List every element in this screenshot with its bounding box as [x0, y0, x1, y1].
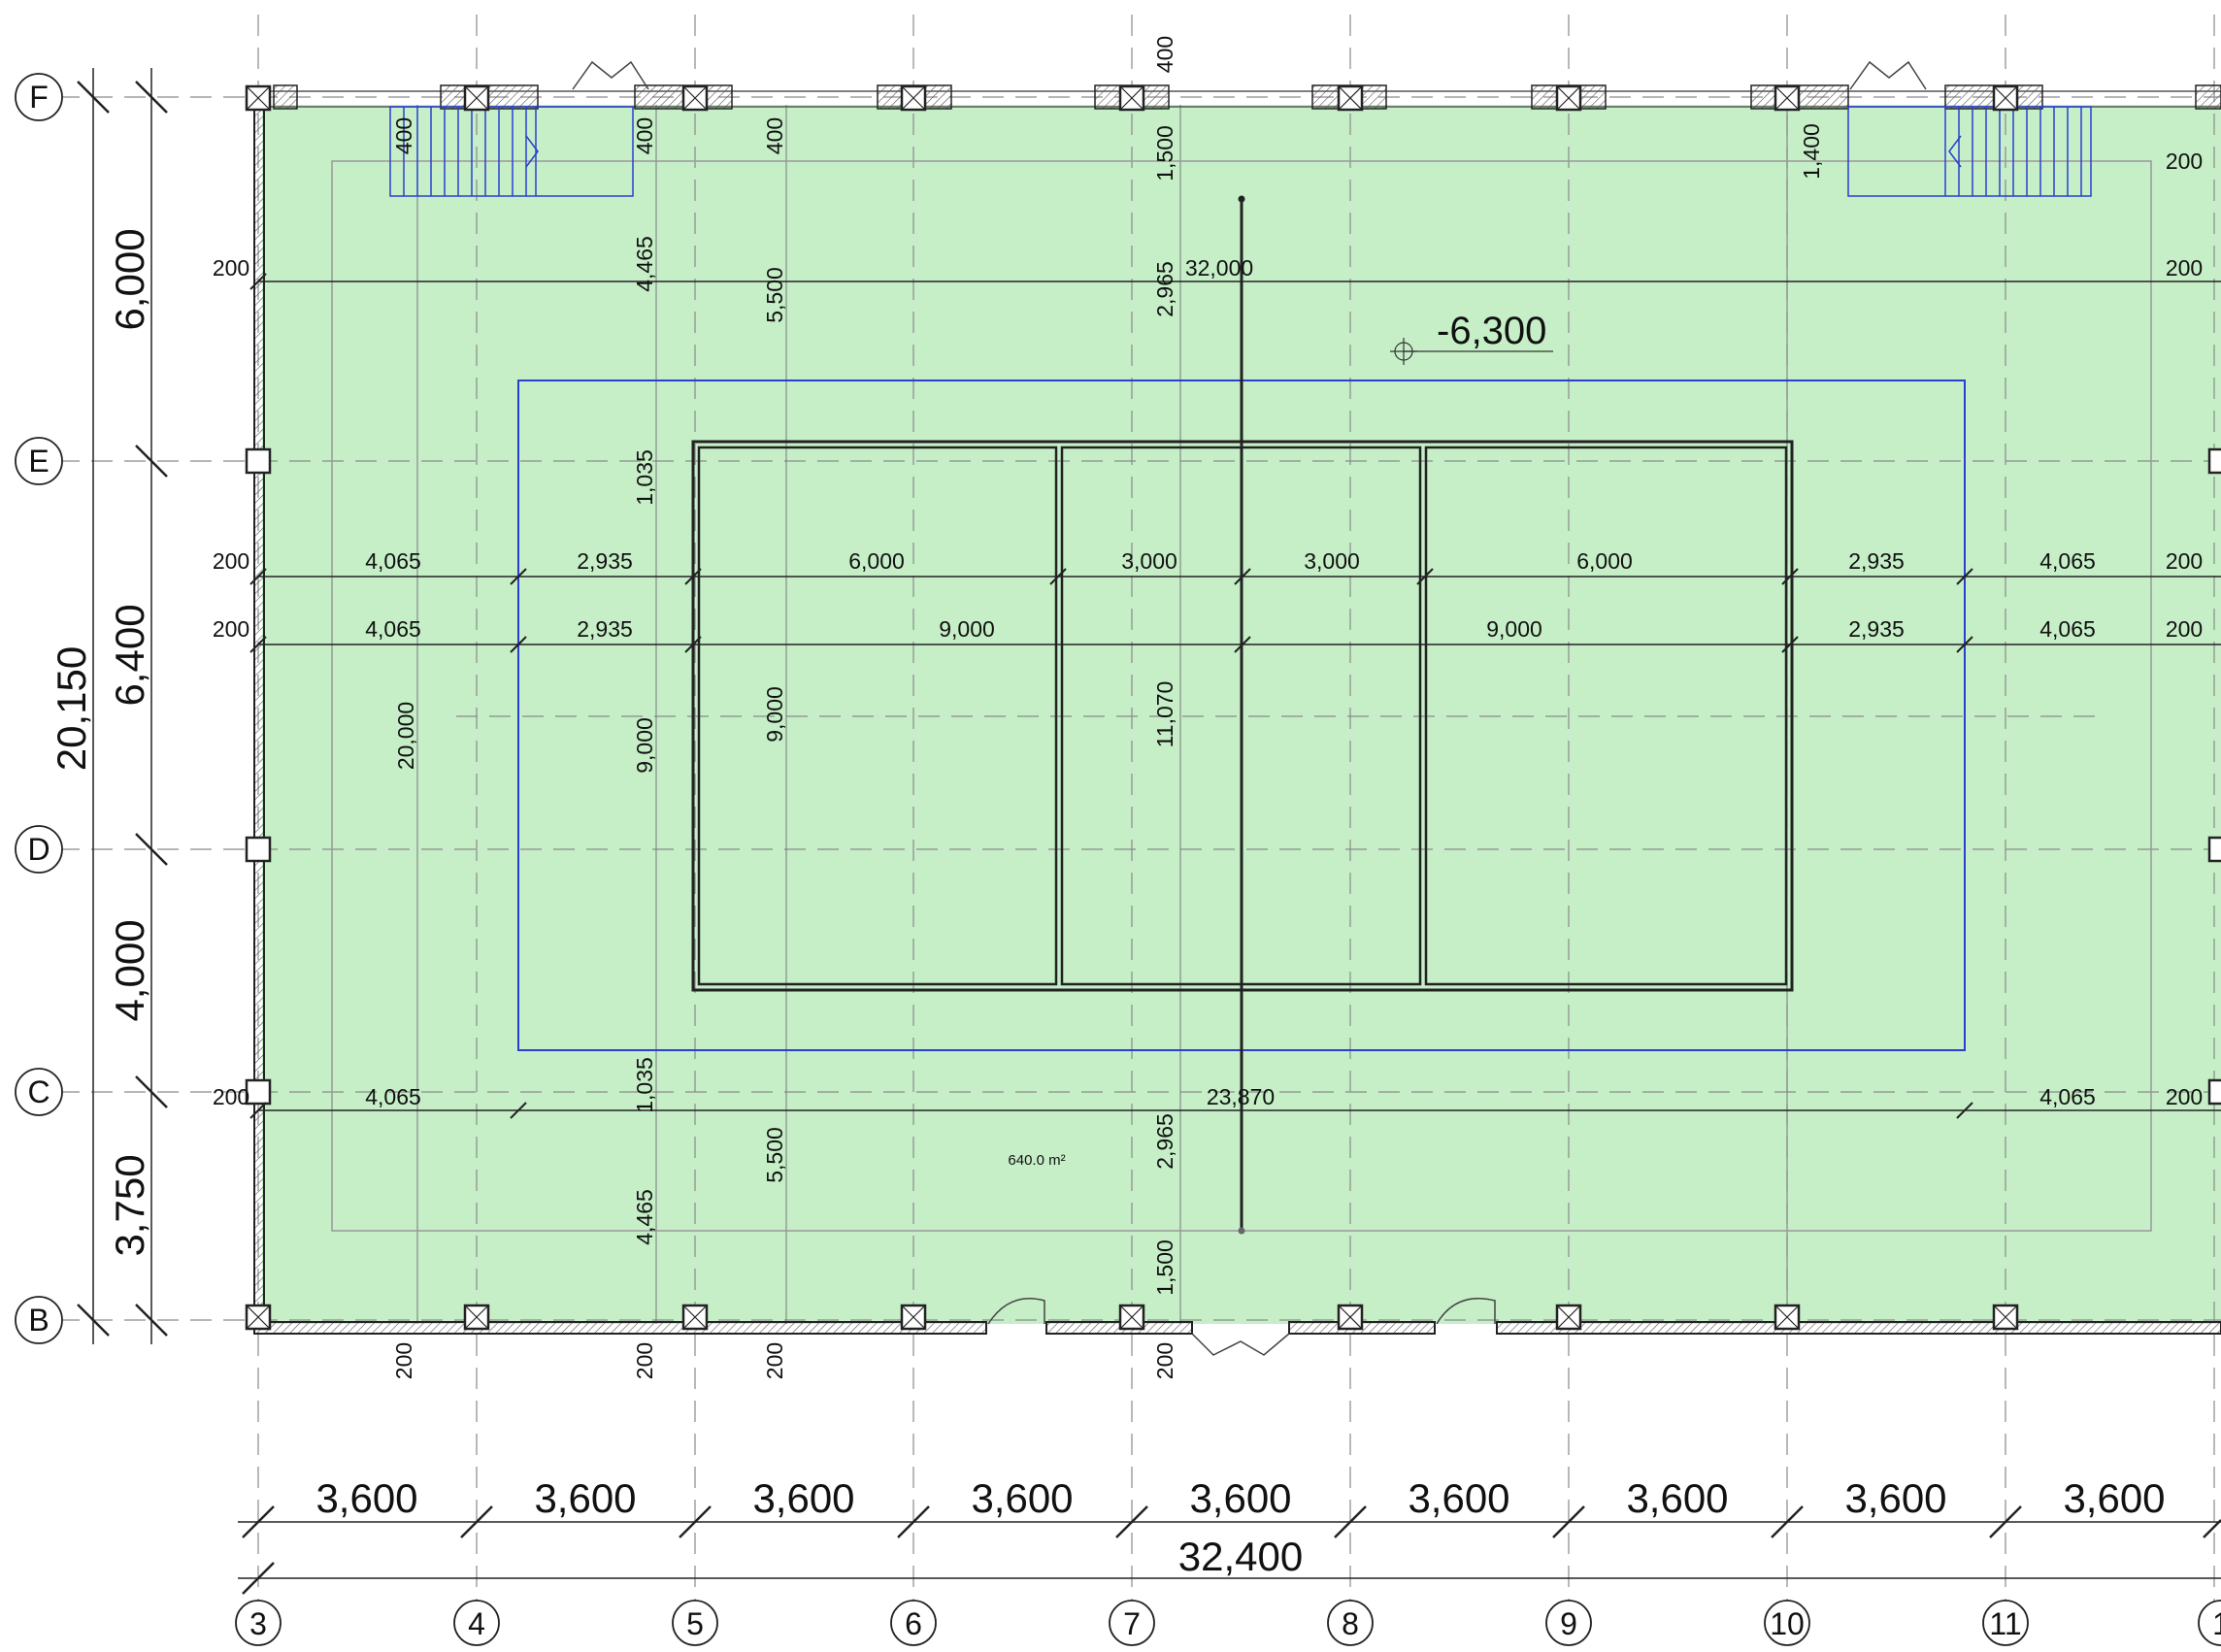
axis-label-col-3: 3	[249, 1606, 267, 1641]
dim-text: 400	[632, 117, 657, 154]
axis-label-col-5: 5	[686, 1606, 704, 1641]
axis-label-col-12: 1	[2212, 1606, 2221, 1641]
left-span: 4,000	[107, 919, 152, 1021]
court-length-top: 32,000	[1185, 255, 1253, 281]
dim-text: 200	[213, 616, 249, 642]
dim-text: 2,965	[1152, 1113, 1177, 1170]
dim-text: 5,500	[762, 1127, 787, 1183]
dim-text: 400	[762, 117, 787, 154]
dim-row-2: 200 4,065 2,935 9,000 9,000 2,935 4,065 …	[213, 616, 2203, 642]
dim-text: 4,065	[365, 1084, 421, 1109]
dim-text: 6,000	[848, 548, 905, 574]
axis-label-col-11: 11	[1989, 1606, 2021, 1641]
dim-text: 4,065	[365, 616, 421, 642]
doors	[572, 60, 1927, 1356]
span-dim: 3,600	[2063, 1475, 2165, 1521]
axis-label-row-c: C	[27, 1074, 50, 1109]
elevation-marker	[1390, 338, 1553, 365]
side-dim: 200	[2166, 149, 2203, 174]
interior-ticks	[249, 273, 1973, 1119]
axis-bubbles	[15, 73, 2221, 1646]
dim-row-3: 200 4,065 4,065 200	[213, 1084, 2203, 1109]
axis-label-row-d: D	[27, 832, 50, 867]
dim-text: 400	[1152, 36, 1177, 73]
overall-height: 20,150	[49, 646, 94, 771]
dim-text: 4,065	[2039, 548, 2096, 574]
span-dim: 3,600	[752, 1475, 854, 1521]
dim-row-1: 200 4,065 2,935 6,000 3,000 3,000 6,000 …	[213, 548, 2203, 574]
dim-text: 1,500	[1152, 1239, 1177, 1296]
span-dim: 3,600	[534, 1475, 636, 1521]
elevation-value: -6,300	[1437, 310, 1546, 352]
overall-width: 32,400	[1178, 1534, 1303, 1579]
dim-text: 4,065	[365, 548, 421, 574]
area-label: 640.0 m²	[1008, 1152, 1065, 1169]
dim-text: 1,035	[632, 449, 657, 506]
dim-text: 1,500	[1152, 125, 1177, 182]
dim-text: 3,000	[1121, 548, 1177, 574]
dim-text: 200	[632, 1342, 657, 1379]
dim-text: 11,070	[1152, 681, 1177, 748]
dimension-lines	[92, 68, 2221, 1579]
court-length-bottom: 23,870	[1207, 1084, 1275, 1109]
side-dim: 200	[213, 255, 249, 281]
dim-text: 4,465	[632, 1189, 657, 1245]
court-right-zone	[1424, 446, 1788, 986]
dim-text: 9,000	[762, 686, 787, 743]
dim-text: 2,965	[1152, 261, 1177, 317]
dim-text: 9,000	[939, 616, 995, 642]
axis-label-col-8: 8	[1342, 1606, 1359, 1641]
dim-text: 5,500	[762, 267, 787, 323]
left-span: 3,750	[107, 1154, 152, 1256]
dim-text: 1,035	[632, 1057, 657, 1113]
dim-text: 200	[2166, 1084, 2203, 1109]
dim-text: 2,935	[1848, 616, 1905, 642]
axis-label-col-7: 7	[1123, 1606, 1141, 1641]
span-dim: 3,600	[315, 1475, 417, 1521]
dim-text: 200	[213, 1084, 249, 1109]
axis-label-col-9: 9	[1560, 1606, 1577, 1641]
dim-text: 1,400	[1799, 123, 1824, 180]
axis-label-row-e: E	[28, 444, 49, 479]
left-span: 6,000	[107, 228, 152, 330]
span-dim: 3,600	[971, 1475, 1073, 1521]
dim-text: 400	[391, 117, 416, 154]
dim-text: 4,065	[2039, 616, 2096, 642]
dimension-ticks	[77, 81, 2221, 1595]
vertical-dims: 400 400 400 400 1,400 4,465 5,500 2,965 …	[391, 36, 1824, 1379]
stair-right	[1847, 106, 2092, 197]
left-span: 6,400	[107, 604, 152, 706]
side-dim: 200	[2166, 255, 2203, 281]
dim-text: 200	[2166, 548, 2203, 574]
dim-text: 9,000	[632, 717, 657, 774]
dim-text: 200	[213, 548, 249, 574]
dim-text: 200	[762, 1342, 787, 1379]
span-dim: 3,600	[1844, 1475, 1946, 1521]
walls	[253, 84, 2221, 1335]
span-dim: 3,600	[1408, 1475, 1509, 1521]
dim-text: 9,000	[1486, 616, 1542, 642]
dim-text: 4,065	[2039, 1084, 2096, 1109]
stair-left	[389, 106, 634, 197]
axis-label-col-10: 10	[1770, 1606, 1805, 1641]
dim-text: 2,935	[577, 616, 633, 642]
span-dim: 3,600	[1189, 1475, 1291, 1521]
dim-text: 20,000	[393, 702, 418, 770]
dim-text: 4,465	[632, 236, 657, 292]
dim-text: 3,000	[1304, 548, 1360, 574]
axis-label-col-4: 4	[468, 1606, 485, 1641]
axis-label-row-b: B	[28, 1303, 49, 1338]
court-left-zone	[697, 446, 1058, 986]
dim-text: 6,000	[1576, 548, 1633, 574]
dim-text: 2,935	[1848, 548, 1905, 574]
axis-label-row-f: F	[29, 80, 49, 115]
dim-text: 200	[2166, 616, 2203, 642]
dim-text: 200	[391, 1342, 416, 1379]
axis-label-col-6: 6	[905, 1606, 922, 1641]
span-dim: 3,600	[1626, 1475, 1728, 1521]
dim-text: 2,935	[577, 548, 633, 574]
dim-text: 200	[1152, 1342, 1177, 1379]
